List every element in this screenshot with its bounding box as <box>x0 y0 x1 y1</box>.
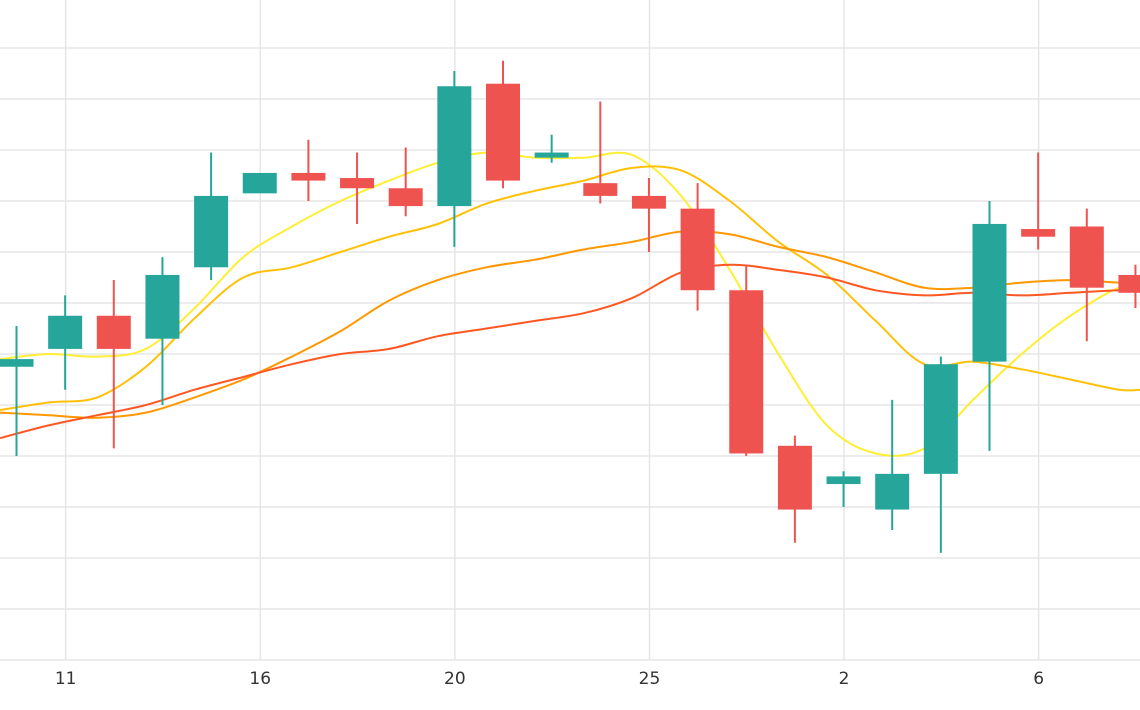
moving-average-line <box>0 165 1140 412</box>
x-axis: 11 16 20 25 2 6 <box>55 669 1044 689</box>
candle <box>96 280 131 449</box>
candle <box>729 264 764 456</box>
moving-average-line <box>0 151 1140 457</box>
candle <box>972 201 1007 451</box>
x-tick-label: 6 <box>1033 669 1044 689</box>
candle <box>534 134 569 163</box>
candle-body <box>680 208 715 291</box>
candle-body <box>145 274 180 339</box>
candle-body <box>1021 229 1056 237</box>
candle <box>291 139 326 201</box>
candle-body <box>0 359 34 367</box>
candle <box>1118 264 1140 309</box>
candle-body <box>194 195 229 268</box>
candle <box>388 147 423 217</box>
candle-body <box>826 476 861 485</box>
candle <box>875 399 910 530</box>
candle <box>486 60 520 189</box>
candle <box>1069 208 1104 342</box>
candle-body <box>875 473 910 510</box>
candle <box>145 257 180 405</box>
candle <box>680 183 715 311</box>
x-tick-label: 2 <box>839 669 850 689</box>
candle-body <box>923 364 958 474</box>
candle-body <box>972 223 1007 362</box>
candle-body <box>437 86 472 207</box>
candles <box>0 60 1140 553</box>
candle-body <box>534 152 569 158</box>
candle <box>0 325 34 456</box>
candle-body <box>583 183 618 196</box>
candle-body <box>631 195 666 209</box>
candle-body <box>291 172 326 181</box>
candle-body <box>777 445 812 510</box>
x-tick-label: 20 <box>444 669 466 689</box>
candle <box>242 172 277 194</box>
candle-body <box>1069 226 1104 288</box>
candle <box>340 152 375 224</box>
candle-body <box>486 83 520 181</box>
candle <box>194 152 229 281</box>
candle-body <box>242 172 277 194</box>
candle-body <box>729 290 764 454</box>
candle <box>826 471 861 507</box>
candle <box>1021 152 1056 250</box>
candle <box>631 178 666 252</box>
candle-body <box>388 188 423 207</box>
candle <box>777 435 812 543</box>
candle-body <box>96 315 131 349</box>
candle-body <box>48 315 83 349</box>
candle-body <box>340 178 375 189</box>
candle <box>923 356 958 553</box>
candle <box>48 295 83 390</box>
candle-body <box>1118 274 1140 293</box>
x-tick-label: 16 <box>249 669 271 689</box>
candle <box>583 101 618 204</box>
candle <box>437 70 472 247</box>
x-tick-label: 25 <box>639 669 661 689</box>
x-tick-label: 11 <box>55 669 77 689</box>
